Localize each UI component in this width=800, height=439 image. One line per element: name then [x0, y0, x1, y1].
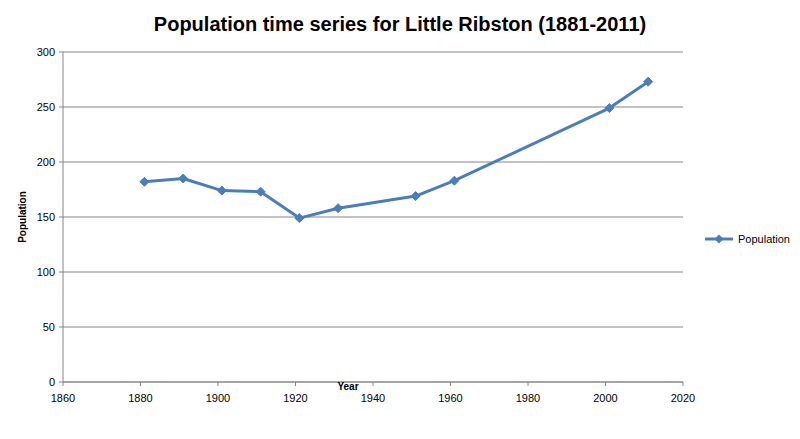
x-tick-label: 1860 [51, 392, 75, 404]
grid-line [63, 52, 683, 53]
point [334, 204, 343, 213]
y-tick [59, 382, 63, 383]
grid-line [63, 162, 683, 163]
y-tick-label: 200 [37, 156, 55, 168]
point [450, 176, 459, 185]
x-tick [140, 382, 141, 386]
grid-line [63, 107, 683, 108]
y-tick [59, 217, 63, 218]
y-axis-label: Population [17, 191, 28, 243]
x-tick-label: 2000 [593, 392, 617, 404]
y-tick-label: 250 [37, 101, 55, 113]
grid-line [63, 272, 683, 273]
grid-line [63, 327, 683, 328]
title: Population time series for Little Ribsto… [154, 13, 646, 35]
x-tick-label: 1980 [516, 392, 540, 404]
y-tick [59, 52, 63, 53]
point [179, 174, 188, 183]
y-tick-label: 50 [43, 321, 55, 333]
x-tick-label: 1960 [438, 392, 462, 404]
x-tick [218, 382, 219, 386]
x-axis-label: Year [337, 381, 358, 392]
y-axis [63, 52, 64, 382]
x-tick [528, 382, 529, 386]
x-tick [683, 382, 684, 386]
point [217, 186, 226, 195]
chart: Population time series for Little Ribsto… [0, 0, 800, 439]
y-tick-label: 0 [49, 376, 55, 388]
y-tick [59, 327, 63, 328]
y-tick [59, 162, 63, 163]
x-tick-label: 1940 [361, 392, 385, 404]
point [256, 187, 265, 196]
grid-line [63, 217, 683, 218]
x-tick-label: 1920 [283, 392, 307, 404]
point [140, 177, 149, 186]
point [605, 104, 614, 113]
plot-area [140, 77, 653, 222]
point [411, 192, 420, 201]
legend-marker [715, 235, 724, 244]
x-tick-label: 2020 [671, 392, 695, 404]
background [0, 0, 800, 439]
x-tick-label: 1880 [128, 392, 152, 404]
point [644, 77, 653, 86]
x-tick [295, 382, 296, 386]
x-tick [63, 382, 64, 386]
x-tick-label: 1900 [206, 392, 230, 404]
y-tick [59, 272, 63, 273]
y-tick [59, 107, 63, 108]
x-tick [373, 382, 374, 386]
x-tick [450, 382, 451, 386]
legend-label: Population [738, 233, 790, 245]
y-tick-label: 100 [37, 266, 55, 278]
x-tick [605, 382, 606, 386]
y-tick-label: 300 [37, 46, 55, 58]
line [144, 82, 648, 218]
point [295, 214, 304, 223]
y-tick-label: 150 [37, 211, 55, 223]
